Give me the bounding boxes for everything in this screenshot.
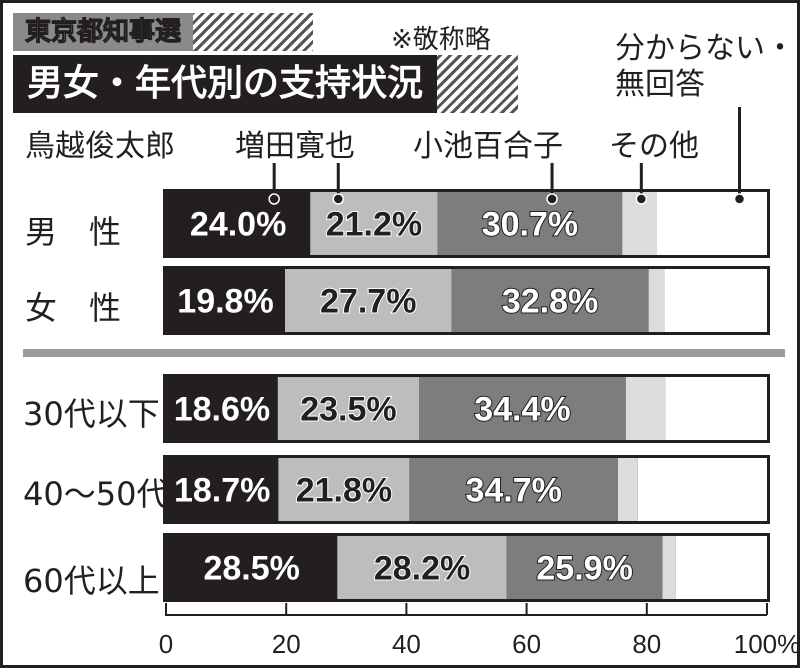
legend-pointer-dot-tori bbox=[268, 193, 280, 205]
row-label-age-40-50: 40～50代 bbox=[23, 475, 169, 513]
x-tick-label-20: 20 bbox=[272, 629, 301, 659]
bar-seg-row-0-series-1 bbox=[310, 192, 438, 255]
data-label-row-0-series-0: 24.0% bbox=[190, 206, 286, 244]
legend-other: その他 bbox=[609, 129, 699, 164]
bar-seg-row-0-series-0 bbox=[166, 192, 311, 255]
bar-seg-row-3-series-4 bbox=[637, 458, 767, 521]
data-label-row-3-series-1: 21.8% bbox=[296, 472, 392, 510]
bar-seg-row-3-series-2 bbox=[409, 458, 618, 521]
data-label-row-2-series-0: 18.6% bbox=[174, 391, 270, 429]
bar-seg-row-2-series-2 bbox=[419, 377, 626, 440]
legend-torigoe: 鳥越俊太郎 bbox=[25, 129, 175, 164]
bar-seg-row-3-series-3 bbox=[617, 458, 638, 521]
row-label-age-60-over: 60代以上 bbox=[23, 562, 160, 600]
data-label-row-0-series-1: 21.2% bbox=[326, 206, 422, 244]
legend-pointer-dot-unknown bbox=[733, 193, 746, 205]
legend-unknown: 分からない・ 無回答 bbox=[615, 31, 795, 103]
legend-koike: 小池百合子 bbox=[413, 129, 563, 164]
stacked-bar-plot: 24.0% 21.2% 30.7% 19.8% 27.7% 32.8% 18.6% 23.5%… bbox=[23, 107, 800, 659]
honorific-note: ※敬称略 bbox=[391, 25, 491, 55]
data-label-row-1-series-1: 27.7% bbox=[320, 283, 416, 321]
row-label-male: 男 性 bbox=[25, 213, 122, 251]
data-label-row-1-series-2: 32.8% bbox=[502, 283, 598, 321]
legend-unknown-line1: 分からない・ bbox=[615, 31, 795, 66]
bar-seg-row-3-series-0 bbox=[166, 458, 279, 521]
title-banner-bg: 東京都知事選 bbox=[13, 13, 313, 51]
data-label-row-3-series-0: 18.7% bbox=[174, 472, 270, 510]
x-tick-label-0: 0 bbox=[159, 629, 173, 659]
x-tick-label-100: 100% bbox=[734, 629, 800, 659]
legend-pointer-dot-koike bbox=[546, 193, 558, 205]
data-label-row-2-series-1: 23.5% bbox=[300, 391, 396, 429]
bar-seg-row-1-series-3 bbox=[648, 269, 665, 332]
data-label-row-3-series-2: 34.7% bbox=[465, 472, 561, 510]
bar-seg-row-0-series-4 bbox=[657, 192, 767, 255]
bar-seg-row-2-series-3 bbox=[625, 377, 666, 440]
bar-seg-row-3-series-1 bbox=[278, 458, 410, 521]
row-label-age-30-under: 30代以下 bbox=[23, 395, 160, 433]
legend-pointer-dot-other bbox=[635, 193, 648, 205]
data-label-row-4-series-0: 28.5% bbox=[203, 550, 299, 588]
data-label-row-1-series-0: 19.8% bbox=[177, 283, 273, 321]
data-label-row-4-series-2: 25.9% bbox=[536, 550, 632, 588]
data-label-row-4-series-1: 28.2% bbox=[374, 550, 470, 588]
bar-seg-row-0-series-2 bbox=[437, 192, 623, 255]
bar-seg-row-2-series-1 bbox=[277, 377, 420, 440]
bar-seg-row-1-series-1 bbox=[284, 269, 452, 332]
legend-masuda: 増田寛也 bbox=[235, 129, 355, 164]
data-label-row-0-series-2: 30.7% bbox=[482, 206, 578, 244]
bar-seg-row-2-series-0 bbox=[166, 377, 278, 440]
bar-seg-row-4-series-2 bbox=[506, 536, 663, 599]
bar-seg-row-1-series-4 bbox=[664, 269, 767, 332]
x-tick-label-60: 60 bbox=[512, 629, 541, 659]
subtitle-banner-bg: 男女・年代別の支持状況 bbox=[13, 55, 518, 113]
bar-seg-row-4-series-1 bbox=[337, 536, 507, 599]
x-tick-label-80: 80 bbox=[632, 629, 661, 659]
bar-seg-row-4-series-0 bbox=[166, 536, 338, 599]
row-label-female: 女 性 bbox=[25, 289, 122, 327]
bar-seg-row-4-series-4 bbox=[675, 536, 767, 599]
chart-title: 男女・年代別の支持状況 bbox=[13, 55, 438, 113]
legend-pointer-dot-masuda bbox=[332, 193, 345, 205]
bar-seg-row-4-series-3 bbox=[662, 536, 676, 599]
x-tick-label-40: 40 bbox=[392, 629, 421, 659]
bar-seg-row-1-series-2 bbox=[451, 269, 649, 332]
legend-unknown-line2: 無回答 bbox=[615, 67, 705, 102]
group-separator bbox=[23, 349, 785, 357]
election-title: 東京都知事選 bbox=[13, 13, 194, 51]
bar-seg-row-2-series-4 bbox=[665, 377, 767, 440]
bar-seg-row-1-series-0 bbox=[166, 269, 285, 332]
data-label-row-2-series-2: 34.4% bbox=[474, 391, 570, 429]
